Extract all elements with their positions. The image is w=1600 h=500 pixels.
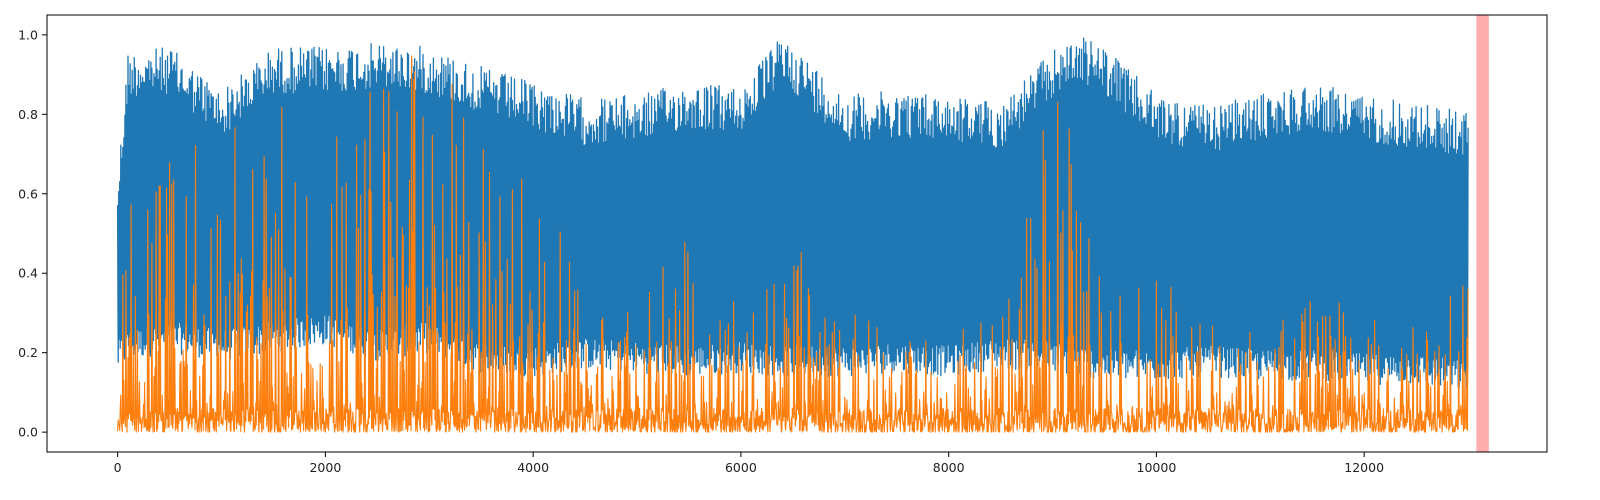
y-tick-label: 0.8 xyxy=(18,107,38,122)
series-line-2 xyxy=(117,55,1469,433)
y-tick-label: 0.4 xyxy=(18,266,38,281)
x-tick-label: 10000 xyxy=(1137,460,1177,475)
x-tick-label: 8000 xyxy=(933,460,965,475)
y-tick-label: 0.6 xyxy=(18,186,38,201)
y-tick-label: 1.0 xyxy=(18,27,38,42)
x-tick-label: 12000 xyxy=(1344,460,1384,475)
x-tick-label: 0 xyxy=(114,460,122,475)
highlight-region xyxy=(1476,15,1489,452)
y-tick-label: 0.0 xyxy=(18,425,38,440)
x-tick-label: 6000 xyxy=(725,460,757,475)
y-tick-label: 0.2 xyxy=(18,345,38,360)
axes-frame xyxy=(46,14,1548,453)
series-line-1 xyxy=(116,37,1469,389)
x-tick-label: 2000 xyxy=(309,460,341,475)
x-tick-label: 4000 xyxy=(517,460,549,475)
